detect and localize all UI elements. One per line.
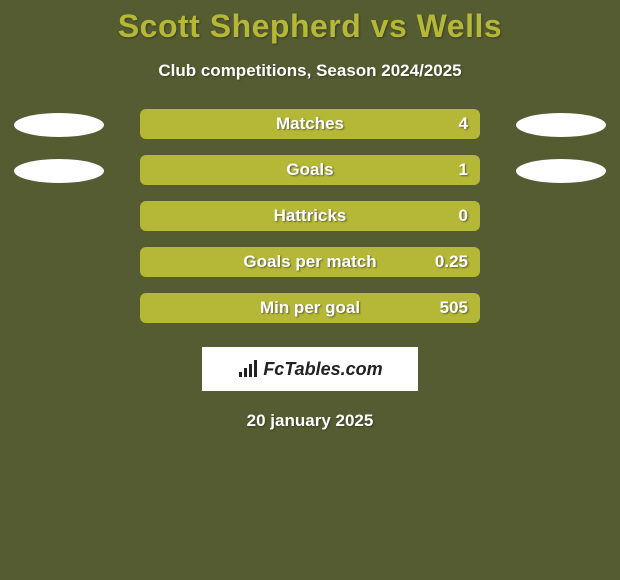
bars-icon	[237, 360, 259, 378]
logo: FcTables.com	[237, 359, 382, 380]
stat-value: 505	[440, 293, 468, 323]
stat-row: Hattricks 0	[0, 199, 620, 245]
infographic-container: Scott Shepherd vs Wells Club competition…	[0, 0, 620, 580]
page-title: Scott Shepherd vs Wells	[0, 0, 620, 45]
date-label: 20 january 2025	[0, 411, 620, 431]
stat-row: Goals per match 0.25	[0, 245, 620, 291]
stat-row: Matches 4	[0, 107, 620, 153]
stat-label: Hattricks	[140, 201, 480, 231]
stat-value: 1	[459, 155, 468, 185]
stat-label: Goals	[140, 155, 480, 185]
logo-box: FcTables.com	[202, 347, 418, 391]
stat-label: Goals per match	[140, 247, 480, 277]
logo-text: FcTables.com	[263, 359, 382, 380]
left-team-marker	[14, 113, 104, 137]
right-team-marker	[516, 113, 606, 137]
stat-value: 4	[459, 109, 468, 139]
left-team-marker	[14, 159, 104, 183]
stat-row: Min per goal 505	[0, 291, 620, 337]
right-team-marker	[516, 159, 606, 183]
stats-block: Matches 4 Goals 1 Hattricks 0 Goals per …	[0, 107, 620, 337]
stat-row: Goals 1	[0, 153, 620, 199]
stat-value: 0	[459, 201, 468, 231]
subtitle: Club competitions, Season 2024/2025	[0, 61, 620, 81]
stat-value: 0.25	[435, 247, 468, 277]
stat-label: Matches	[140, 109, 480, 139]
stat-label: Min per goal	[140, 293, 480, 323]
